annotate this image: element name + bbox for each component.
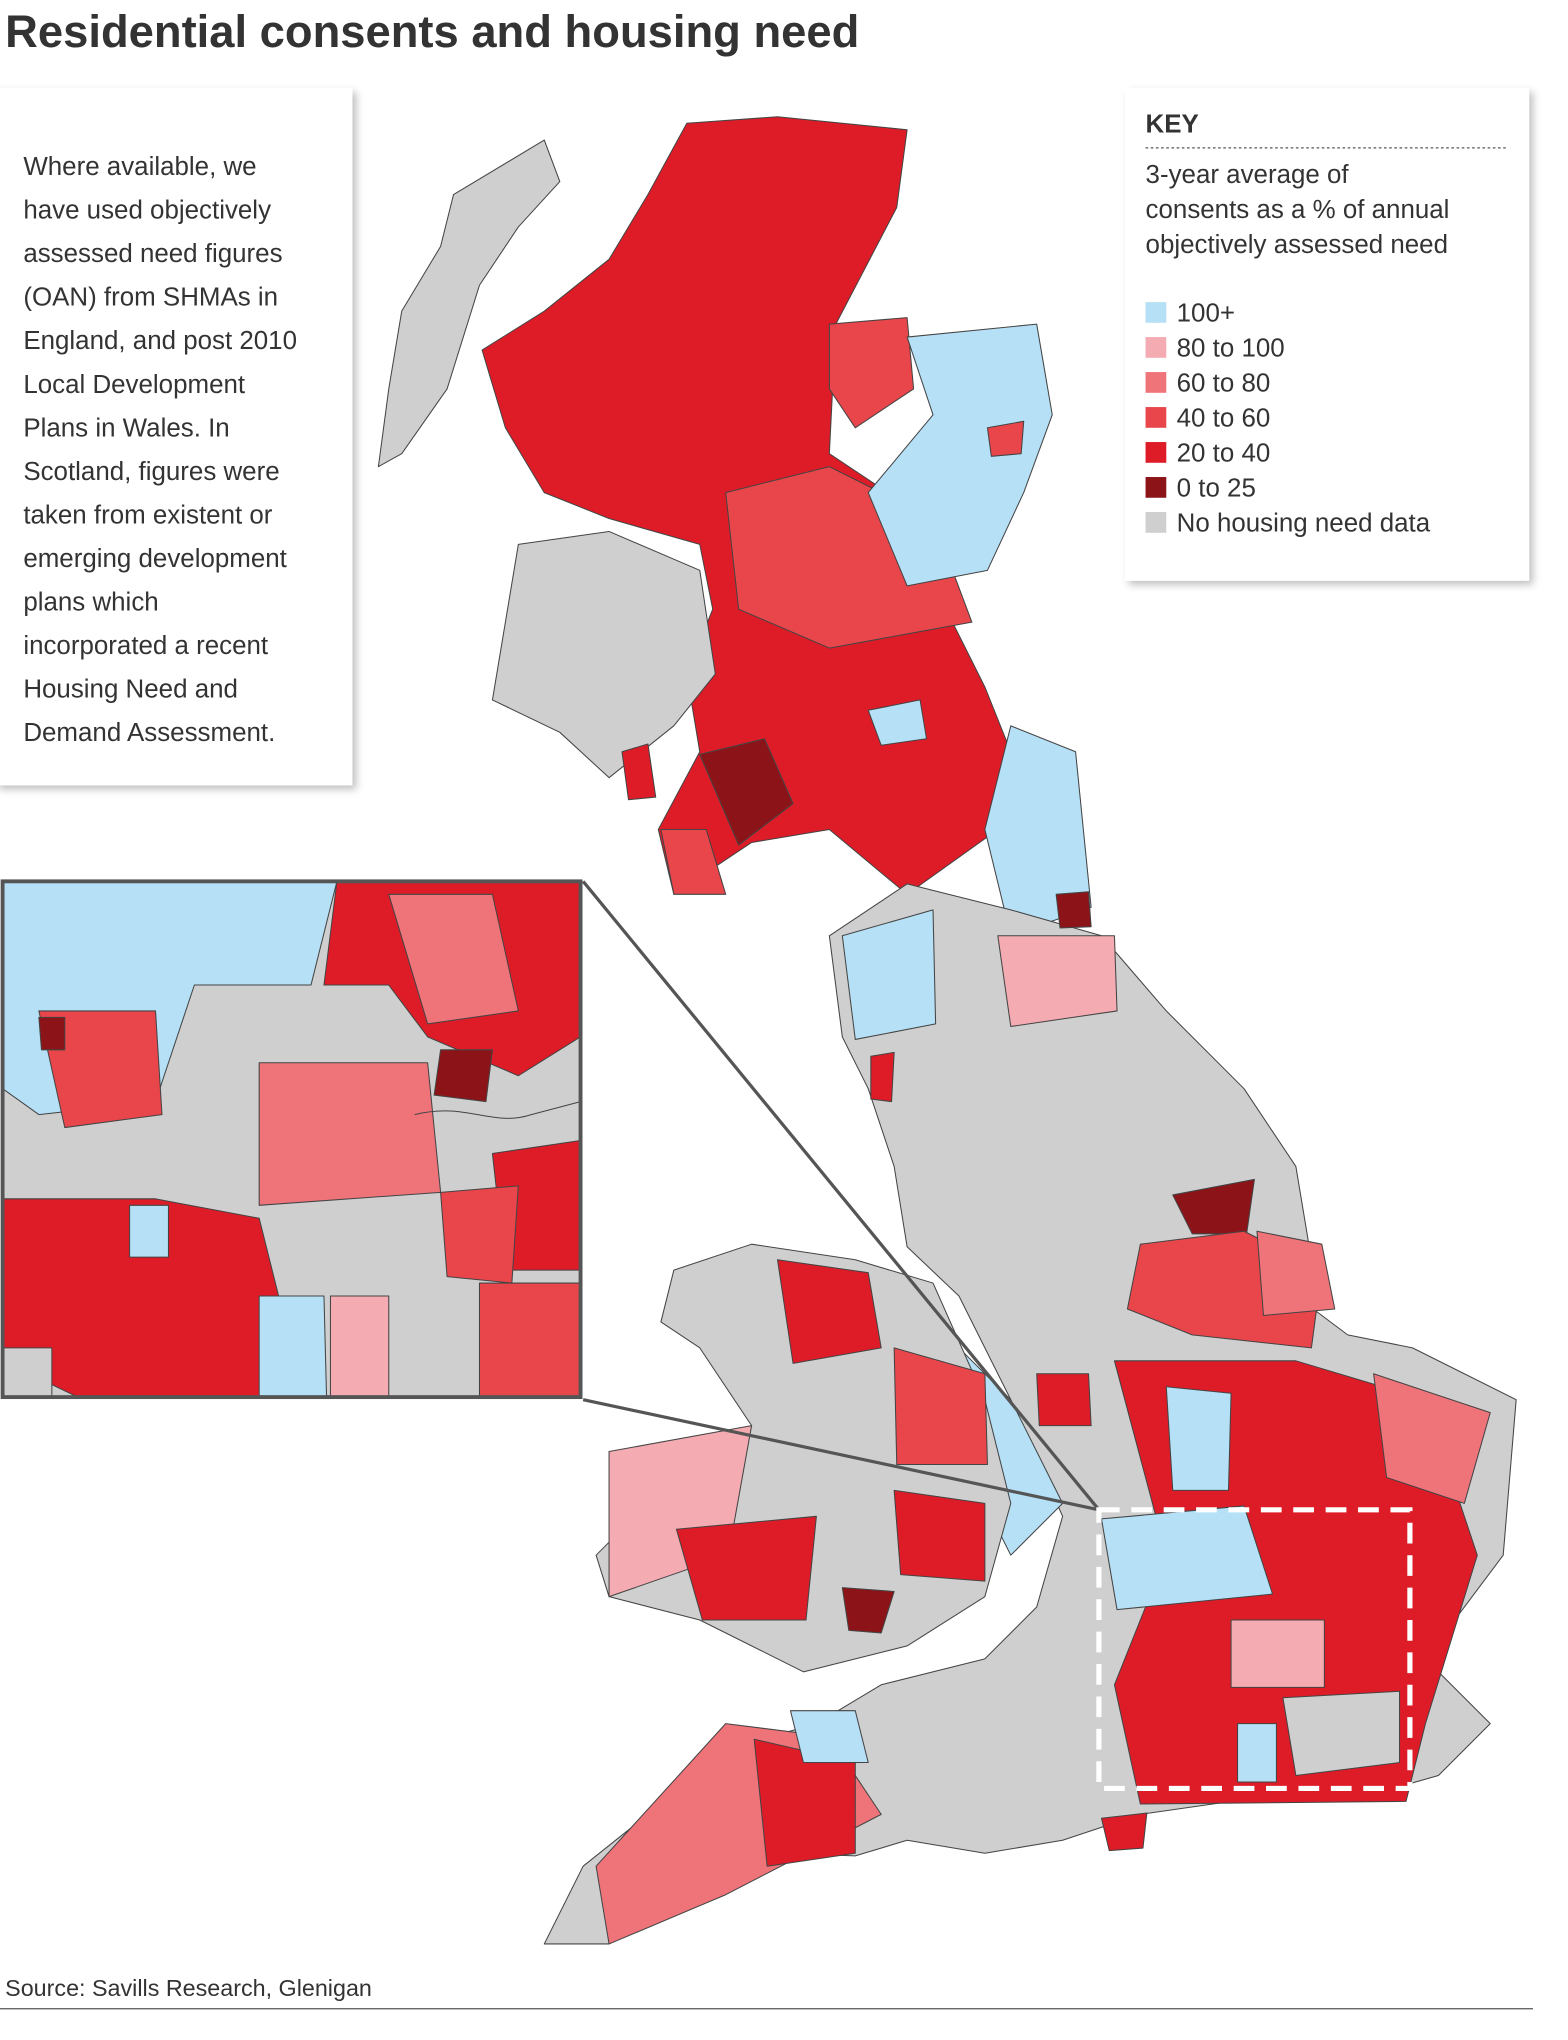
legend-label: 100+ xyxy=(1177,300,1235,328)
key-title: KEY xyxy=(1146,110,1199,138)
inset-frame xyxy=(0,879,583,1400)
legend: 3-year average of consents as a % of annu… xyxy=(1146,161,1450,538)
legend-label: 80 to 100 xyxy=(1177,335,1285,363)
note-line: plans which xyxy=(23,589,158,617)
key-box xyxy=(1124,88,1530,581)
key-subtitle: 3-year average of xyxy=(1146,161,1350,189)
legend-swatch xyxy=(1145,302,1167,323)
legend-label: 20 to 40 xyxy=(1177,439,1271,467)
legend-label: 40 to 60 xyxy=(1177,404,1271,432)
note-line: Demand Assessment. xyxy=(23,719,275,747)
note-line: Scotland, figures were xyxy=(23,458,279,486)
inset-area xyxy=(1096,1507,1413,1792)
note-line: have used objectively xyxy=(23,197,271,225)
note-line: assessed need figures xyxy=(23,240,282,268)
legend-swatch xyxy=(1145,337,1167,358)
legend-label: 0 to 25 xyxy=(1177,474,1256,502)
note-line: Housing Need and xyxy=(23,676,238,704)
note-line: Where available, we xyxy=(23,153,256,181)
note-line: (OAN) from SHMAs in xyxy=(23,284,278,312)
inset-connector xyxy=(582,1398,1100,1512)
note-box xyxy=(0,88,353,786)
legend-label: No housing need data xyxy=(1177,509,1431,537)
note-line: Plans in Wales. In xyxy=(23,414,229,442)
key-subtitle: consents as a % of annual xyxy=(1146,196,1450,224)
map xyxy=(377,116,1517,1945)
note-line: taken from existent or xyxy=(23,501,272,529)
legend-swatch xyxy=(1145,372,1167,393)
legend-swatch xyxy=(1145,477,1167,498)
note-line: emerging development xyxy=(23,545,287,573)
legend-swatch xyxy=(1145,442,1167,463)
note-line: England, and post 2010 xyxy=(23,327,297,355)
legend-swatch xyxy=(1145,407,1167,428)
legend-label: 60 to 80 xyxy=(1177,370,1271,398)
inset-map xyxy=(2,881,581,1398)
note-line: incorporated a recent xyxy=(23,632,269,660)
note: Where available, we have used objectively… xyxy=(23,153,297,747)
note-line: Local Development xyxy=(23,371,246,399)
legend-swatch xyxy=(1145,512,1167,533)
source: Source: Savills Research, Glenigan xyxy=(5,1975,372,2001)
inset-connector xyxy=(581,880,1101,1511)
title: Residential consents and housing need xyxy=(5,6,859,57)
key-subtitle: objectively assessed need xyxy=(1146,231,1448,259)
